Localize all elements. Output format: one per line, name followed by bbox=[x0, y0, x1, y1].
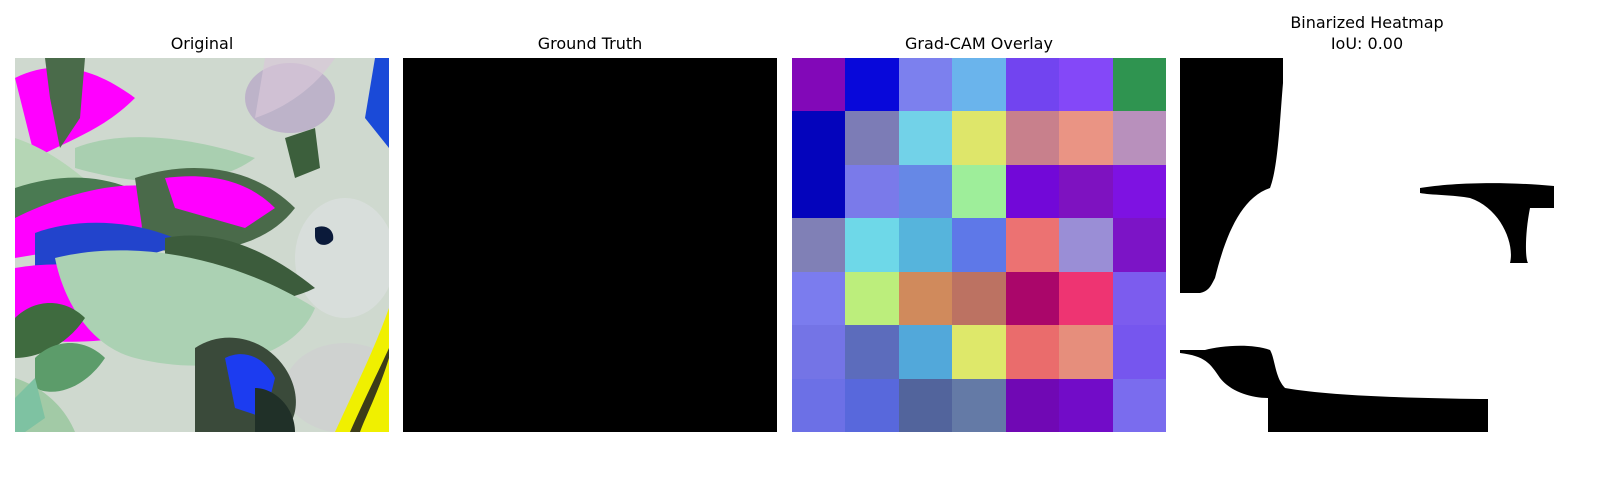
gradcam-grid bbox=[792, 58, 1166, 432]
gradcam-cell bbox=[1112, 378, 1166, 432]
gradcam-cell bbox=[952, 164, 1006, 219]
gradcam-cell bbox=[1005, 218, 1060, 272]
gradcam-cell bbox=[1059, 325, 1113, 379]
gradcam-cell bbox=[792, 218, 846, 272]
gradcam-cell bbox=[845, 271, 899, 326]
gradcam-cell bbox=[952, 378, 1006, 432]
gradcam-cell bbox=[792, 378, 846, 432]
gradcam-cell bbox=[1005, 164, 1060, 219]
gradcam-cell bbox=[792, 111, 846, 165]
binarized-heatmap bbox=[1180, 58, 1554, 432]
gradcam-cell bbox=[1112, 58, 1166, 112]
gradcam-cell bbox=[1059, 378, 1113, 432]
gradcam-cell bbox=[1005, 325, 1060, 379]
gradcam-cell bbox=[845, 218, 899, 272]
gradcam-cell bbox=[952, 111, 1006, 165]
gradcam-cell bbox=[792, 58, 846, 112]
original-image-canvas bbox=[15, 58, 389, 432]
original-image bbox=[15, 58, 389, 432]
gradcam-cell bbox=[845, 111, 899, 165]
gradcam-cell bbox=[1112, 111, 1166, 165]
gradcam-cell bbox=[952, 271, 1006, 326]
gradcam-overlay bbox=[792, 58, 1166, 432]
gradcam-cell bbox=[898, 218, 953, 272]
mask-region-right bbox=[1420, 183, 1554, 263]
gradcam-cell bbox=[1112, 271, 1166, 326]
gradcam-cell bbox=[1059, 271, 1113, 326]
gradcam-cell bbox=[1005, 378, 1060, 432]
gradcam-cell bbox=[845, 378, 899, 432]
gradcam-cell bbox=[898, 325, 953, 379]
gradcam-cell bbox=[898, 378, 953, 432]
gradcam-cell bbox=[1059, 58, 1113, 112]
ground-truth-title: Ground Truth bbox=[537, 34, 643, 53]
gradcam-cell bbox=[792, 325, 846, 379]
gradcam-cell bbox=[952, 325, 1006, 379]
gradcam-cell bbox=[1112, 164, 1166, 219]
gradcam-cell bbox=[1059, 218, 1113, 272]
gradcam-cell bbox=[845, 164, 899, 219]
gradcam-cell bbox=[952, 218, 1006, 272]
binarized-title: Binarized Heatmap bbox=[1290, 13, 1444, 32]
gradcam-cell bbox=[1112, 218, 1166, 272]
gradcam-cell bbox=[1112, 325, 1166, 379]
gradcam-cell bbox=[1059, 164, 1113, 219]
binarized-mask-canvas bbox=[1180, 58, 1554, 432]
gradcam-cell bbox=[845, 58, 899, 112]
gradcam-cell bbox=[898, 111, 953, 165]
gradcam-cell bbox=[792, 164, 846, 219]
gradcam-cell bbox=[1059, 111, 1113, 165]
gradcam-cell bbox=[845, 325, 899, 379]
original-title: Original bbox=[170, 34, 234, 53]
gradcam-title: Grad-CAM Overlay bbox=[905, 34, 1053, 53]
gradcam-cell bbox=[952, 58, 1006, 112]
gradcam-cell bbox=[1005, 58, 1060, 112]
gradcam-cell bbox=[898, 58, 953, 112]
gradcam-cell bbox=[1005, 271, 1060, 326]
gradcam-cell bbox=[792, 271, 846, 326]
gradcam-cell bbox=[1005, 111, 1060, 165]
mask-region-bottom bbox=[1180, 345, 1488, 432]
gradcam-cell bbox=[898, 164, 953, 219]
iou-label: IoU: 0.00 bbox=[1330, 34, 1404, 53]
mask-region-top-left bbox=[1180, 58, 1283, 293]
ground-truth-mask bbox=[403, 58, 777, 432]
gradcam-cell bbox=[898, 271, 953, 326]
